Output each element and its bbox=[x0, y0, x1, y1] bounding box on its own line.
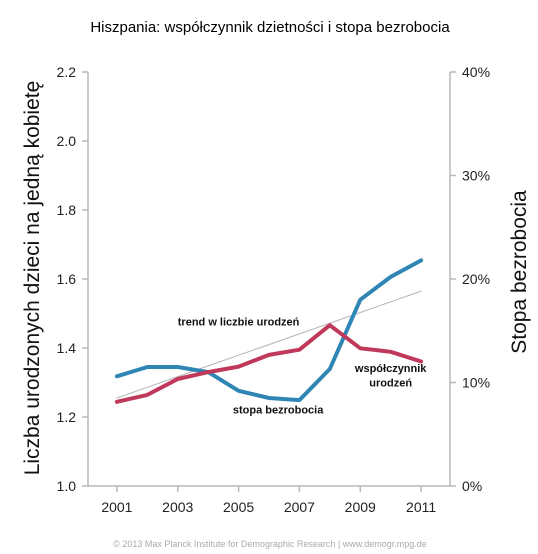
x-tick-label: 2003 bbox=[162, 499, 193, 515]
x-tick-label: 2011 bbox=[406, 499, 436, 515]
footer-credit: © 2013 Max Planck Institute for Demograp… bbox=[113, 539, 427, 549]
y2-tick-label: 40% bbox=[462, 64, 490, 80]
y2-tick-label: 0% bbox=[462, 478, 482, 494]
plot-axes bbox=[82, 71, 456, 492]
y-tick-label: 1.4 bbox=[57, 340, 77, 356]
y-tick-label: 1.8 bbox=[57, 202, 77, 218]
x-tick-label: 2001 bbox=[101, 499, 132, 515]
y-axis-label: Liczba urodzonych dzieci na jedną kobiet… bbox=[21, 81, 44, 476]
y-tick-label: 1.2 bbox=[57, 409, 77, 425]
series-line-stopa-bezrobocia bbox=[114, 258, 424, 403]
series-line-trend-w-liczbie-urodzeń bbox=[116, 290, 422, 399]
chart-title: Hiszpania: współczynnik dzietności i sto… bbox=[90, 19, 450, 36]
annotation-label: współczynnik bbox=[354, 363, 427, 375]
x-tick-label: 2009 bbox=[345, 499, 376, 515]
trend-layer bbox=[116, 290, 422, 399]
annotation-label: trend w liczbie urodzeń bbox=[178, 317, 300, 329]
series-layer bbox=[114, 258, 424, 404]
series-line-współczynnik-urodzeń bbox=[114, 323, 424, 404]
y2-axis-label: Stopa bezrobocia bbox=[508, 190, 531, 354]
x-tick-label: 2007 bbox=[284, 499, 315, 515]
x-tick-label: 2005 bbox=[223, 499, 254, 515]
y2-tick-label: 10% bbox=[462, 375, 490, 391]
tick-labels: 1.0 1.2 1.4 1.6 1.8 2.0 2.2 0% 10% 20% 30% 40% 2001 2… bbox=[57, 64, 491, 515]
annotations: trend w liczbie urodzeń współczynnik urodz… bbox=[178, 317, 428, 417]
y-tick-label: 2.0 bbox=[57, 133, 77, 149]
y-tick-label: 1.0 bbox=[57, 478, 77, 494]
y-tick-label: 2.2 bbox=[57, 64, 77, 80]
annotation-label: urodzeń bbox=[369, 378, 412, 390]
y2-tick-label: 30% bbox=[462, 168, 490, 184]
y-tick-label: 1.6 bbox=[57, 271, 77, 287]
y2-tick-label: 20% bbox=[462, 271, 490, 287]
annotation-label: stopa bezrobocia bbox=[233, 405, 324, 417]
